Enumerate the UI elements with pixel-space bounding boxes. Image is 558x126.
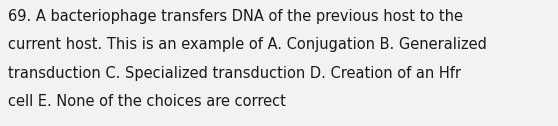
- Text: current host. This is an example of A. Conjugation B. Generalized: current host. This is an example of A. C…: [8, 37, 487, 52]
- Text: 69. A bacteriophage transfers DNA of the previous host to the: 69. A bacteriophage transfers DNA of the…: [8, 9, 463, 24]
- Text: transduction C. Specialized transduction D. Creation of an Hfr: transduction C. Specialized transduction…: [8, 66, 461, 81]
- Text: cell E. None of the choices are correct: cell E. None of the choices are correct: [8, 94, 286, 109]
